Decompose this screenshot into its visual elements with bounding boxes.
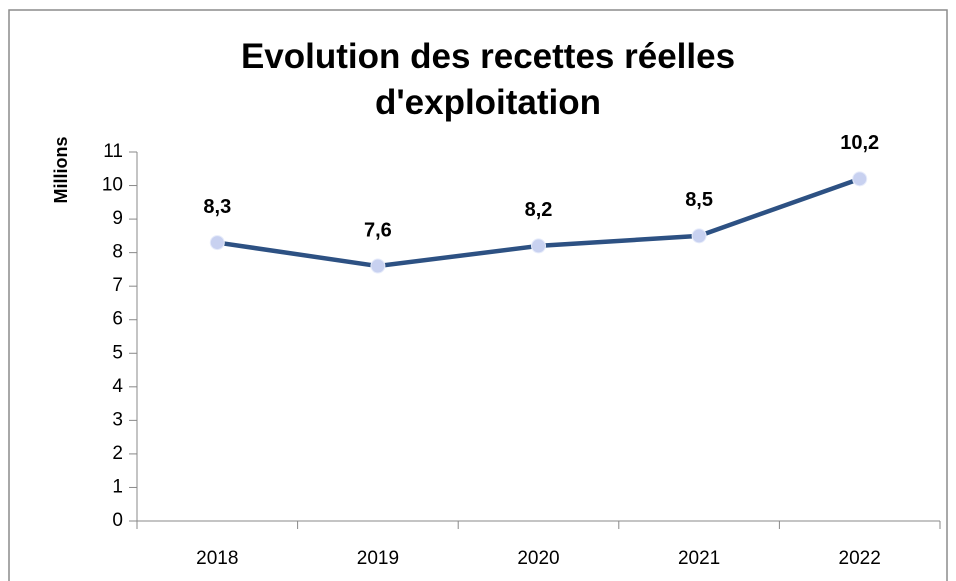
y-tick-label: 10 <box>102 175 123 196</box>
data-label: 8,2 <box>525 199 553 221</box>
y-tick-label: 8 <box>112 242 123 263</box>
x-tick-label: 2020 <box>517 548 559 569</box>
y-tick-label: 3 <box>112 409 123 430</box>
y-tick-label: 0 <box>112 510 123 531</box>
marker <box>852 171 868 187</box>
y-tick-label: 4 <box>112 376 123 397</box>
y-tick-label: 1 <box>112 476 123 497</box>
marker <box>531 238 546 254</box>
data-label: 7,6 <box>364 219 392 241</box>
y-tick-label: 7 <box>112 275 123 296</box>
x-tick-label: 2019 <box>357 548 399 569</box>
chart-title: Evolution des recettes réelles d'exploit… <box>240 37 736 122</box>
data-label: 10,2 <box>840 132 879 154</box>
y-tick-label: 9 <box>112 208 123 229</box>
marker <box>209 235 225 251</box>
y-tick-label: 6 <box>112 309 123 330</box>
y-tick-label: 5 <box>112 342 123 363</box>
y-axis-label: Millions <box>51 137 71 204</box>
y-tick-label: 2 <box>112 443 123 464</box>
marker <box>691 228 707 244</box>
x-tick-label: 2021 <box>678 548 720 569</box>
chart-frame <box>8 9 948 581</box>
data-label: 8,3 <box>203 196 231 218</box>
y-tick-label: 11 <box>103 141 123 162</box>
x-tick-label: 2018 <box>196 548 238 569</box>
data-label: 8,5 <box>685 189 713 211</box>
x-tick-label: 2022 <box>839 548 881 569</box>
marker <box>370 258 386 274</box>
